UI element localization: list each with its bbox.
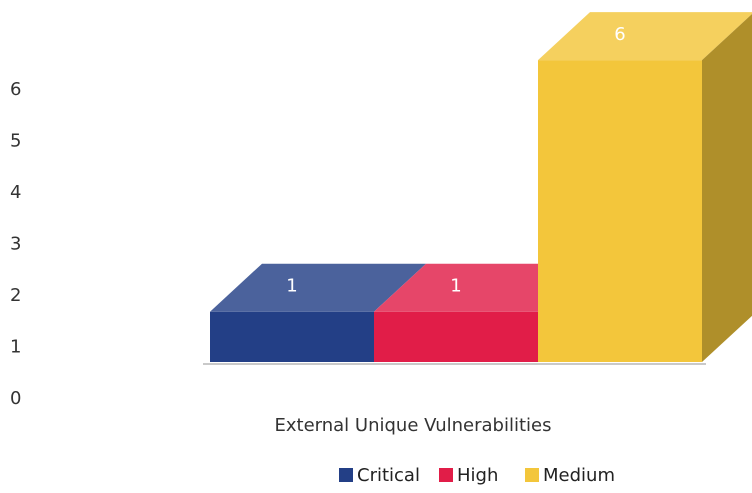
legend-swatch [439, 468, 453, 482]
bar-front-face [538, 60, 702, 362]
legend-item-high: High [439, 465, 498, 486]
legend-label: High [457, 465, 498, 486]
y-tick-label: 1 [10, 337, 21, 358]
bars [203, 12, 752, 365]
data-labels: 1 1 6 [286, 24, 625, 297]
y-tick-label: 6 [10, 79, 21, 100]
bar-top-face [538, 12, 752, 61]
y-tick-label: 4 [10, 182, 21, 203]
legend-swatch [339, 468, 353, 482]
legend-label: Critical [357, 465, 420, 486]
bar-top-face [210, 263, 426, 312]
bar-medium [538, 12, 752, 362]
y-tick-label: 2 [10, 285, 21, 306]
legend: Critical High Medium [339, 465, 615, 486]
bar-front-face [374, 311, 538, 362]
legend-label: Medium [543, 465, 615, 486]
bar-high [374, 263, 590, 362]
bar-front-face [210, 311, 374, 362]
y-tick-label: 0 [10, 388, 21, 409]
legend-item-medium: Medium [525, 465, 615, 486]
data-label-high: 1 [450, 276, 461, 297]
category-label: External Unique Vulnerabilities [275, 415, 552, 436]
data-label-critical: 1 [286, 276, 297, 297]
bar-top-face [374, 263, 590, 312]
y-axis-ticks: 0 1 2 3 4 5 6 [10, 79, 21, 409]
legend-item-critical: Critical [339, 465, 420, 486]
y-tick-label: 5 [10, 131, 21, 152]
y-tick-label: 3 [10, 234, 21, 255]
bar-side-face [702, 13, 752, 362]
bar-critical [210, 263, 426, 362]
legend-swatch [525, 468, 539, 482]
data-label-medium: 6 [614, 24, 625, 45]
